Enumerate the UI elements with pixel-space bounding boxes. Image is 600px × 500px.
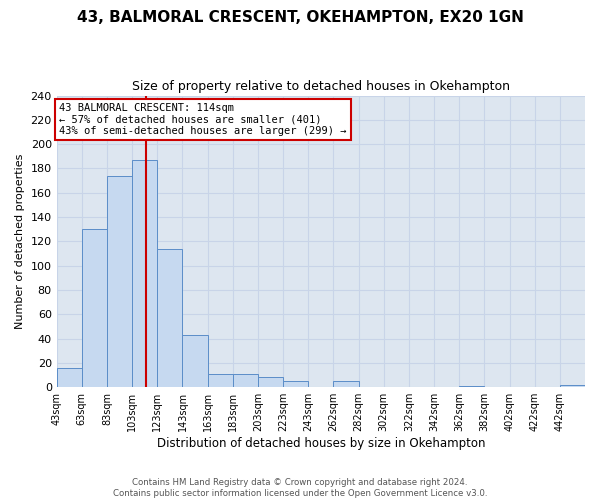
Bar [157, 248, 182, 387]
Bar [132, 160, 157, 387]
Bar [283, 381, 308, 387]
Title: Size of property relative to detached houses in Okehampton: Size of property relative to detached ho… [132, 80, 510, 93]
X-axis label: Distribution of detached houses by size in Okehampton: Distribution of detached houses by size … [157, 437, 485, 450]
Text: 43 BALMORAL CRESCENT: 114sqm
← 57% of detached houses are smaller (401)
43% of s: 43 BALMORAL CRESCENT: 114sqm ← 57% of de… [59, 103, 347, 136]
Y-axis label: Number of detached properties: Number of detached properties [15, 154, 25, 329]
Text: Contains HM Land Registry data © Crown copyright and database right 2024.
Contai: Contains HM Land Registry data © Crown c… [113, 478, 487, 498]
Bar [182, 335, 208, 387]
Bar [334, 381, 359, 387]
Bar [560, 385, 585, 387]
Text: 43, BALMORAL CRESCENT, OKEHAMPTON, EX20 1GN: 43, BALMORAL CRESCENT, OKEHAMPTON, EX20 … [77, 10, 523, 25]
Bar [107, 176, 132, 387]
Bar [459, 386, 484, 387]
Bar [56, 368, 82, 387]
Bar [82, 229, 107, 387]
Bar [233, 374, 258, 387]
Bar [208, 374, 233, 387]
Bar [258, 378, 283, 387]
